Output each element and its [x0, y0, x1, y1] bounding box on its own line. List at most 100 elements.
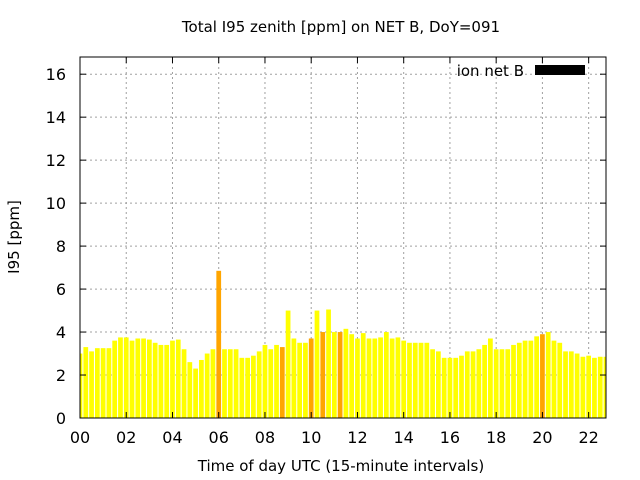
bar	[597, 356, 603, 418]
bar	[464, 351, 470, 418]
y-tick-label: 16	[46, 65, 66, 84]
x-tick-label: 18	[486, 428, 506, 447]
bar-highlight	[279, 347, 285, 418]
bar	[227, 349, 233, 418]
bar	[181, 349, 187, 418]
x-tick-label: 04	[162, 428, 182, 447]
bar	[407, 342, 412, 418]
bar	[170, 340, 175, 418]
bar	[493, 349, 499, 418]
bar	[545, 332, 551, 418]
x-tick-label: 20	[532, 428, 552, 447]
bar	[251, 355, 256, 418]
x-tick-label: 14	[394, 428, 414, 447]
bar	[418, 342, 424, 418]
bar	[106, 348, 112, 418]
bar	[297, 342, 303, 418]
bar	[499, 349, 505, 418]
axis-ticks	[79, 57, 606, 419]
plot-frame	[79, 56, 607, 419]
y-tick-label: 10	[46, 194, 66, 213]
bar	[563, 351, 568, 418]
bar	[152, 342, 158, 418]
bar-highlight	[540, 334, 545, 418]
bar	[89, 351, 94, 418]
x-tick-label: 16	[440, 428, 460, 447]
bar	[534, 336, 540, 418]
bar	[141, 338, 146, 418]
bar	[239, 357, 245, 418]
x-axis-label: Time of day UTC (15-minute intervals)	[197, 457, 484, 475]
bar	[505, 349, 511, 418]
bar	[551, 340, 557, 418]
bar	[355, 338, 360, 418]
bar	[401, 340, 407, 418]
bar-highlight	[308, 338, 314, 418]
bar	[447, 357, 453, 418]
bar	[245, 357, 250, 418]
bar	[372, 338, 378, 418]
x-tick-label: 02	[116, 428, 136, 447]
y-tick-label: 6	[56, 280, 66, 299]
bar	[222, 349, 227, 418]
bar	[522, 340, 528, 418]
bars	[80, 270, 606, 418]
bar	[453, 357, 459, 418]
bar	[94, 348, 100, 418]
y-tick-label: 14	[46, 108, 66, 127]
bar	[360, 333, 366, 418]
y-axis-label: I95 [ppm]	[5, 200, 23, 274]
y-tick-label: 8	[56, 237, 66, 256]
bar	[395, 337, 401, 418]
bar	[268, 349, 274, 418]
bar	[210, 349, 216, 418]
x-tick-label: 00	[70, 428, 90, 447]
y-tick-label: 12	[46, 151, 66, 170]
bar	[586, 355, 592, 418]
bar	[199, 359, 204, 418]
bar	[441, 357, 447, 418]
bar	[187, 362, 193, 418]
bar	[389, 338, 395, 418]
bar	[459, 355, 464, 418]
bar	[262, 344, 268, 418]
bar-highlight	[337, 332, 343, 418]
legend: ion net B	[457, 62, 585, 80]
bar	[100, 348, 106, 418]
bar	[528, 340, 534, 418]
bar	[568, 351, 574, 418]
x-tick-label: 08	[255, 428, 275, 447]
bar	[476, 349, 482, 418]
bar	[193, 368, 198, 418]
bar	[314, 310, 320, 418]
bar	[326, 309, 331, 418]
bar	[436, 351, 441, 418]
bar	[603, 356, 606, 418]
bar	[470, 351, 476, 418]
bar	[516, 342, 522, 418]
bar	[112, 340, 118, 418]
bar	[424, 342, 430, 418]
bar	[158, 344, 164, 418]
bar	[557, 342, 563, 418]
bar	[164, 344, 170, 418]
bar	[488, 338, 493, 418]
x-tick-labels: 00 02 04 06 08 10 12 14 16 18 20 22	[70, 428, 599, 447]
bar	[383, 332, 389, 418]
bar	[291, 338, 297, 418]
bar	[378, 337, 383, 418]
x-tick-label: 06	[209, 428, 229, 447]
bar	[129, 340, 135, 418]
bar	[592, 357, 597, 418]
bar	[175, 339, 181, 418]
bar	[349, 334, 355, 418]
y-tick-label: 0	[56, 409, 66, 428]
bar	[135, 338, 141, 418]
bar	[83, 347, 89, 418]
bar	[256, 351, 262, 418]
bar	[366, 338, 372, 418]
bar	[80, 353, 83, 418]
bar	[482, 344, 487, 418]
bar	[233, 349, 239, 418]
